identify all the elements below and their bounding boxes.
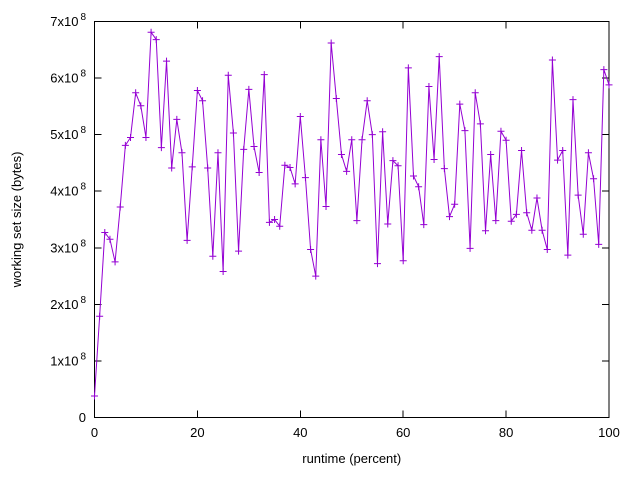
y-tick-label: 2x10 8: [50, 295, 86, 312]
y-axis-title: working set size (bytes): [9, 152, 24, 289]
x-tick-label: 60: [396, 425, 410, 440]
x-tick-label: 100: [598, 425, 620, 440]
plot-border: [94, 21, 610, 418]
y-tick-label: 5x10 8: [50, 125, 86, 142]
data-series: [91, 28, 613, 400]
y-tick-label: 4x10 8: [50, 182, 86, 199]
x-tick-label: 20: [190, 425, 204, 440]
axes: 0 1x10 8 2x10 8 3x10 8 4x10 8 5x10 8 6x10 8 7x10 8 0 20 4…: [50, 12, 620, 440]
y-tick-label: 7x10 8: [50, 12, 86, 29]
series-line: [94, 30, 610, 397]
y-tick-label: 0: [79, 410, 86, 425]
y-tick-label: 6x10 8: [50, 69, 86, 86]
x-tick-label: 40: [293, 425, 307, 440]
x-axis-title: runtime (percent): [302, 451, 401, 466]
y-tick-label: 3x10 8: [50, 238, 86, 255]
x-tick-label: 80: [499, 425, 513, 440]
series-markers: [91, 28, 613, 400]
y-tick-label: 1x10 8: [50, 351, 86, 368]
x-tick-label: 0: [91, 425, 98, 440]
